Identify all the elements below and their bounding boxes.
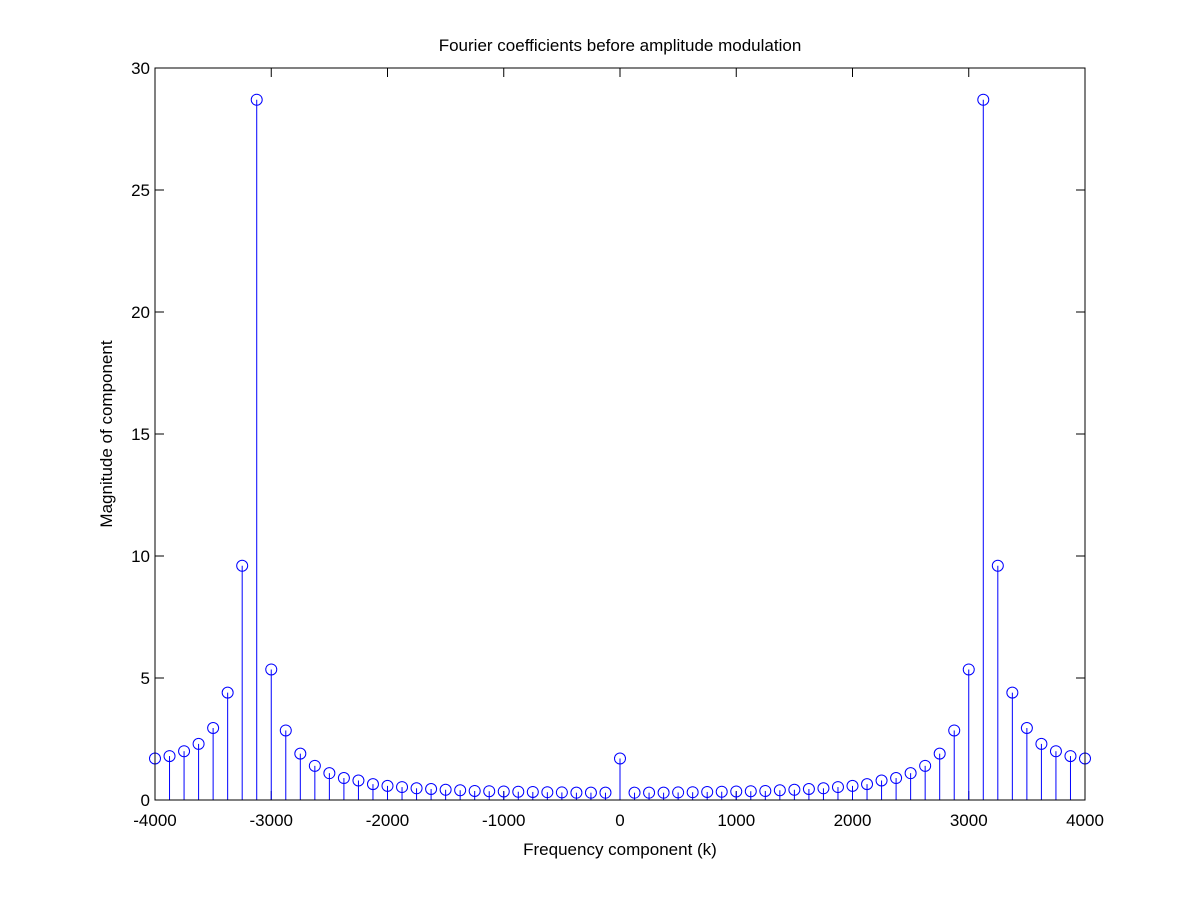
y-tick-label: 30 bbox=[131, 59, 150, 78]
stems-layer bbox=[149, 93, 1091, 800]
stem-marker bbox=[396, 781, 409, 794]
stem-marker bbox=[439, 783, 452, 796]
y-tick-label: 0 bbox=[141, 791, 150, 810]
stem-marker bbox=[555, 786, 568, 799]
stem-marker bbox=[497, 785, 510, 798]
y-tick-label: 10 bbox=[131, 547, 150, 566]
stem-marker bbox=[570, 786, 583, 799]
stem-marker bbox=[817, 782, 830, 795]
stem-marker bbox=[890, 772, 903, 785]
stem-marker bbox=[192, 737, 205, 750]
stem-marker bbox=[933, 747, 946, 760]
stem-marker bbox=[163, 750, 176, 763]
stem-marker bbox=[221, 686, 234, 699]
stem-marker bbox=[425, 783, 438, 796]
x-axis-label: Frequency component (k) bbox=[523, 840, 717, 859]
stem-marker bbox=[323, 767, 336, 780]
stem-marker bbox=[657, 786, 670, 799]
stem-marker bbox=[831, 781, 844, 794]
stem-marker bbox=[1049, 745, 1062, 758]
stem-marker bbox=[788, 783, 801, 796]
stem-marker bbox=[1020, 722, 1033, 735]
stem-marker bbox=[541, 786, 554, 799]
stem-marker bbox=[366, 778, 379, 791]
x-tick-label: -1000 bbox=[482, 811, 525, 830]
plot-frame bbox=[154, 67, 1086, 801]
stem-marker bbox=[294, 747, 307, 760]
stem-marker bbox=[454, 784, 467, 797]
stem-marker bbox=[381, 779, 394, 792]
stem-marker bbox=[614, 752, 626, 765]
stem-marker bbox=[672, 786, 685, 799]
stem-marker bbox=[236, 559, 249, 572]
y-tick-label: 15 bbox=[131, 425, 150, 444]
stem-marker bbox=[178, 745, 191, 758]
y-axis-label: Magnitude of component bbox=[97, 340, 116, 527]
stem-marker bbox=[1035, 737, 1048, 750]
stem-marker bbox=[599, 786, 612, 799]
stem-marker bbox=[948, 724, 961, 737]
x-tick-label: 1000 bbox=[717, 811, 755, 830]
x-tick-label: 4000 bbox=[1066, 811, 1104, 830]
stem-marker bbox=[715, 785, 728, 798]
stem-marker bbox=[730, 785, 743, 798]
stem-marker bbox=[468, 784, 481, 797]
stem-marker bbox=[207, 722, 220, 735]
stem-marker bbox=[308, 759, 321, 772]
stem-marker bbox=[861, 778, 874, 791]
stem-marker bbox=[512, 785, 525, 798]
stem-marker bbox=[1064, 750, 1077, 763]
stem-marker bbox=[744, 785, 757, 798]
stem-marker bbox=[250, 93, 263, 106]
stem-marker bbox=[773, 784, 786, 797]
stem-marker bbox=[846, 779, 859, 792]
stem-marker bbox=[802, 783, 815, 796]
stem-marker bbox=[904, 767, 917, 780]
x-tick-label: 0 bbox=[615, 811, 624, 830]
stem-marker bbox=[279, 724, 292, 737]
y-tick-label: 5 bbox=[141, 669, 150, 688]
stem-marker bbox=[628, 786, 641, 799]
ticks-layer: -4000 -3000 -2000 -1000 0 1000 2000 3000 4000 0 5 1… bbox=[131, 59, 1104, 830]
stem-marker bbox=[483, 785, 496, 798]
x-tick-label: 3000 bbox=[950, 811, 988, 830]
stem-marker bbox=[410, 782, 423, 795]
stem-marker bbox=[526, 785, 539, 798]
x-tick-label: -3000 bbox=[250, 811, 293, 830]
stem-marker bbox=[352, 774, 365, 787]
x-tick-label: -2000 bbox=[366, 811, 409, 830]
stem-marker bbox=[977, 93, 990, 106]
stem-marker bbox=[1006, 686, 1019, 699]
x-tick-label: -4000 bbox=[133, 811, 176, 830]
x-tick-label: 2000 bbox=[834, 811, 872, 830]
stem-marker bbox=[643, 786, 656, 799]
plot-area bbox=[155, 68, 1085, 800]
stem-marker bbox=[962, 663, 975, 676]
stem-marker bbox=[265, 663, 278, 676]
y-tick-label: 25 bbox=[131, 181, 150, 200]
y-tick-label: 20 bbox=[131, 303, 150, 322]
stem-marker bbox=[875, 774, 888, 787]
stem-marker bbox=[701, 785, 714, 798]
stem-marker bbox=[686, 786, 699, 799]
stem-marker bbox=[584, 786, 597, 799]
stem-marker bbox=[759, 784, 772, 797]
chart-title: Fourier coefficients before amplitude mo… bbox=[439, 36, 802, 55]
stem-marker bbox=[991, 559, 1004, 572]
stem-marker bbox=[337, 772, 350, 785]
stem-marker bbox=[919, 759, 932, 772]
